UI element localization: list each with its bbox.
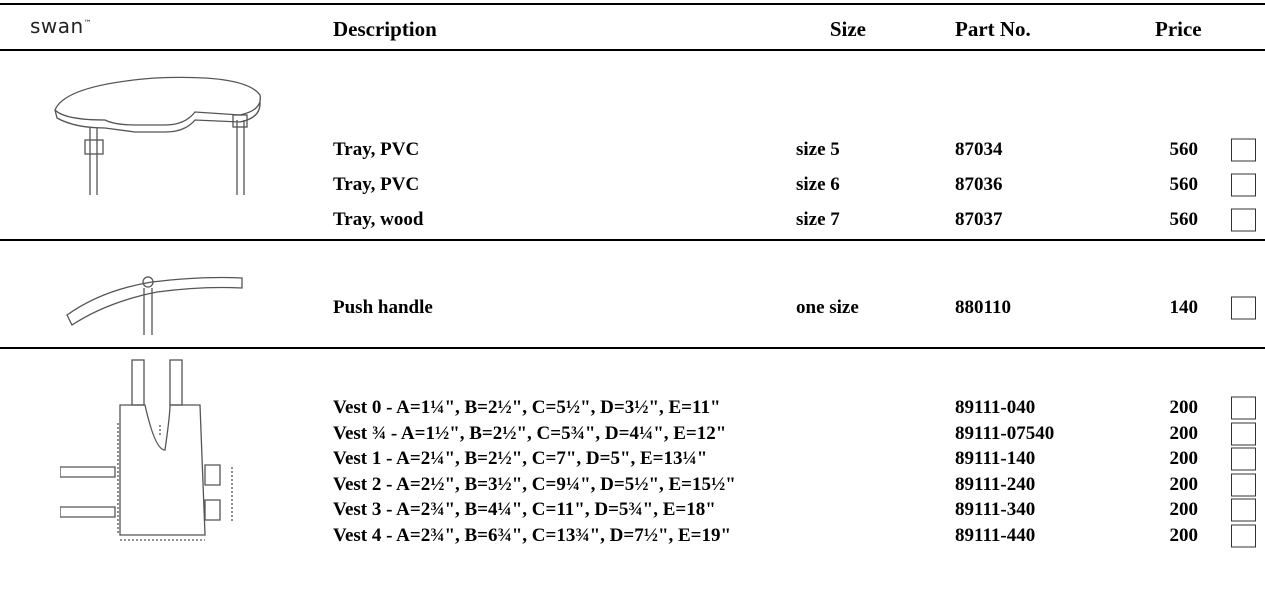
part-no: 87036 <box>955 174 1003 195</box>
part-no: 87037 <box>955 209 1003 230</box>
order-checkbox[interactable] <box>1231 208 1256 232</box>
part-no: 880110 <box>955 297 1011 318</box>
header-bottom-rule <box>0 49 1265 51</box>
price: 140 <box>1169 297 1199 318</box>
column-header: Size <box>829 17 866 41</box>
column-header: Part No. <box>955 17 1031 41</box>
header-top-rule <box>0 3 1265 5</box>
order-checkbox[interactable] <box>1231 422 1256 446</box>
part-no: 87034 <box>955 139 1003 160</box>
order-checkbox[interactable] <box>1231 396 1256 420</box>
logo: swan™ <box>30 14 92 38</box>
description: Vest 3 - A=2¾", B=4¼", C=11", D=5¾", E=1… <box>333 499 716 521</box>
price: 200 <box>1169 525 1199 546</box>
vest-image <box>60 359 233 541</box>
trademark: ™ <box>83 18 93 28</box>
order-checkbox[interactable] <box>1231 498 1256 522</box>
section-rule <box>0 347 1265 349</box>
size: size 6 <box>796 174 840 195</box>
price: 200 <box>1169 448 1199 470</box>
part-no: 89111-140 <box>955 448 1036 470</box>
column-header: Price <box>1155 17 1202 41</box>
price: 560 <box>1169 209 1199 230</box>
price: 200 <box>1169 473 1199 495</box>
price: 200 <box>1169 397 1199 418</box>
order-checkbox[interactable] <box>1231 138 1256 162</box>
price: 200 <box>1169 499 1199 521</box>
order-checkbox[interactable] <box>1231 473 1256 497</box>
description: Tray, PVC <box>333 139 420 160</box>
order-checkbox[interactable] <box>1231 296 1256 320</box>
description: Tray, PVC <box>333 174 420 195</box>
part-no: 89111-440 <box>955 525 1036 546</box>
description: Vest 1 - A=2¼", B=2½", C=7", D=5", E=13¼… <box>333 448 708 470</box>
part-no: 89111-240 <box>955 473 1036 495</box>
price: 200 <box>1169 422 1199 444</box>
size: size 5 <box>796 139 840 160</box>
logo-text: swan <box>30 14 84 38</box>
push-handle-image <box>66 276 243 335</box>
tray-image <box>54 76 261 195</box>
order-checkbox[interactable] <box>1231 447 1256 471</box>
price: 560 <box>1169 139 1199 160</box>
description: Vest 0 - A=1¼", B=2½", C=5½", D=3½", E=1… <box>333 397 721 418</box>
size: one size <box>796 297 859 318</box>
section-rule <box>0 239 1265 241</box>
size: size 7 <box>796 209 840 230</box>
part-no: 89111-040 <box>955 397 1036 418</box>
price: 560 <box>1169 174 1199 195</box>
column-header: Description <box>333 17 437 41</box>
description: Push handle <box>333 297 433 318</box>
description: Vest ¾ - A=1½", B=2½", C=5¾", D=4¼", E=1… <box>333 422 727 444</box>
order-checkbox[interactable] <box>1231 173 1256 197</box>
part-no: 89111-340 <box>955 499 1036 521</box>
description: Tray, wood <box>333 209 424 230</box>
part-no: 89111-07540 <box>955 422 1055 444</box>
description: Vest 2 - A=2½", B=3½", C=9¼", D=5½", E=1… <box>333 473 736 495</box>
order-checkbox[interactable] <box>1231 524 1256 548</box>
description: Vest 4 - A=2¾", B=6¾", C=13¾", D=7½", E=… <box>333 525 732 546</box>
